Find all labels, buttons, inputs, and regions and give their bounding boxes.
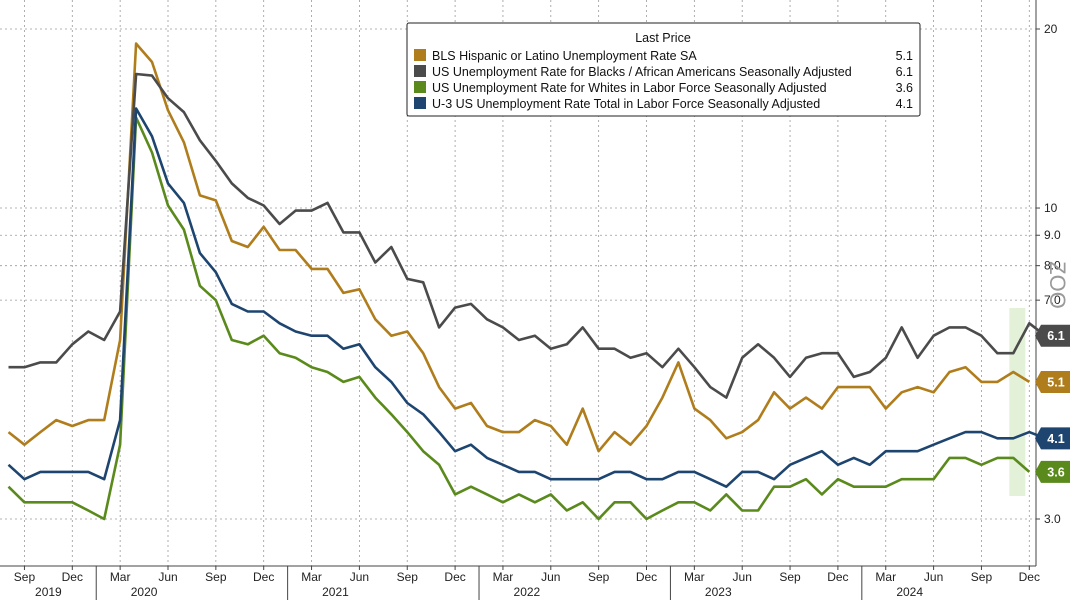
- legend-swatch: [414, 97, 426, 109]
- legend-box: [406, 22, 921, 117]
- highlight-region: [1009, 308, 1026, 496]
- legend-swatch: [414, 65, 426, 77]
- last-value-badges: 5.1 6.1 3.6 4.1: [1035, 324, 1070, 483]
- last-value-label: 4.1: [1047, 432, 1064, 446]
- x-tick-label: Sep: [397, 570, 419, 584]
- year-label: 2023: [705, 585, 732, 599]
- watermark-text: ZOO: [1045, 261, 1070, 309]
- legend-series-value: 6.1: [896, 65, 913, 79]
- x-tick-label: Mar: [684, 570, 705, 584]
- series-lines: [7, 42, 1047, 521]
- x-tick-label: Jun: [733, 570, 752, 584]
- x-tick-label: Dec: [636, 570, 657, 584]
- y-tick-label: 7.0: [1044, 293, 1061, 307]
- y-tick-label: 9.0: [1044, 228, 1061, 242]
- x-tick-label: Dec: [62, 570, 83, 584]
- legend-series-value: 4.1: [896, 97, 913, 111]
- x-tick-label: Dec: [444, 570, 465, 584]
- x-tick-label: Sep: [588, 570, 610, 584]
- x-tick-label: Dec: [827, 570, 848, 584]
- last-value-label: 6.1: [1047, 329, 1064, 343]
- x-tick-label: Dec: [1019, 570, 1040, 584]
- x-tick-label: Sep: [14, 570, 36, 584]
- y-tick-label: 8.0: [1044, 259, 1061, 273]
- year-label: 2024: [896, 585, 923, 599]
- year-label: 2021: [322, 585, 349, 599]
- y-axis: 20 10 9.0 8.0 7.0 3.0: [1036, 22, 1061, 526]
- legend-swatch: [414, 49, 426, 61]
- last-value-badge: [1035, 460, 1070, 483]
- legend-series-name: US Unemployment Rate for Blacks / Africa…: [432, 65, 852, 79]
- y-tick-label: 10: [1044, 201, 1058, 215]
- x-tick-label: Jun: [541, 570, 560, 584]
- y-tick-label: 20: [1044, 22, 1058, 36]
- legend-title: Last Price: [635, 31, 691, 45]
- last-value-badge: [1035, 427, 1070, 450]
- last-value-label: 5.1: [1047, 375, 1064, 389]
- x-tick-label: Mar: [301, 570, 322, 584]
- y-tick-label: 3.0: [1044, 512, 1061, 526]
- last-value-badge: [1035, 370, 1070, 393]
- x-tick-label: Jun: [158, 570, 177, 584]
- x-tick-label: Sep: [971, 570, 993, 584]
- legend: Last Price BLS Hispanic or Latino Unempl…: [406, 22, 921, 117]
- year-label: 2020: [131, 585, 158, 599]
- legend-series-name: US Unemployment Rate for Whites in Labor…: [432, 81, 827, 95]
- x-tick-label: Dec: [253, 570, 274, 584]
- legend-series-value: 3.6: [896, 81, 913, 95]
- x-tick-label: Mar: [875, 570, 896, 584]
- legend-series-value: 5.1: [896, 49, 913, 63]
- x-tick-label: Mar: [110, 570, 131, 584]
- x-tick-label: Jun: [924, 570, 943, 584]
- year-label: 2019: [35, 585, 62, 599]
- legend-swatch: [414, 81, 426, 93]
- legend-series-name: BLS Hispanic or Latino Unemployment Rate…: [432, 49, 697, 63]
- last-value-label: 3.6: [1047, 465, 1064, 479]
- series-line: [7, 116, 1031, 521]
- x-tick-label: Sep: [779, 570, 801, 584]
- series-line: [8, 72, 1047, 399]
- series-line: [7, 42, 1030, 453]
- x-tick-label: Sep: [205, 570, 227, 584]
- x-tick-label: Jun: [350, 570, 369, 584]
- year-label: 2022: [514, 585, 541, 599]
- legend-series-name: U-3 US Unemployment Rate Total in Labor …: [432, 97, 820, 111]
- x-axis: Sep Dec Mar Jun Sep Dec Mar Jun Sep Dec Mar Jun Sep D…: [14, 566, 1040, 600]
- last-value-badge: [1035, 324, 1070, 347]
- series-line: [7, 107, 1046, 489]
- x-tick-label: Mar: [493, 570, 514, 584]
